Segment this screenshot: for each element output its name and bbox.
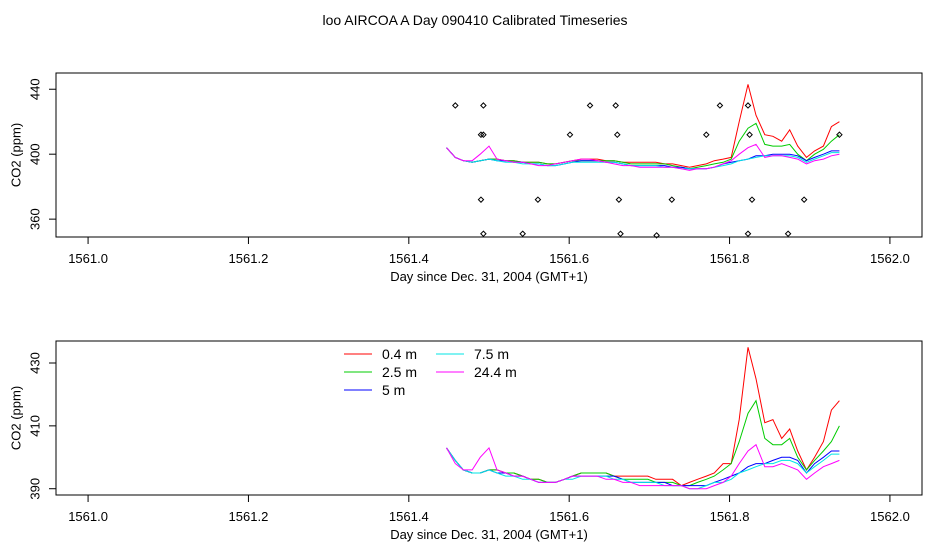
top-panel: 1561.0 1561.2 1561.4 1561.6 1561.8 1562.0 360 4… xyxy=(8,72,923,284)
series-line-24-4-m xyxy=(446,443,840,490)
data-point xyxy=(836,131,843,139)
legend-label-24-4-m: 24.4 m xyxy=(474,364,517,380)
data-point xyxy=(615,196,623,203)
series-line-2-5-m xyxy=(446,399,840,487)
x-tick-label: 1562.0 xyxy=(870,251,910,266)
x-axis-label: Day since Dec. 31, 2004 (GMT+1) xyxy=(390,269,588,284)
x-tick-label: 1561.4 xyxy=(389,251,429,266)
y-tick-label: 410 xyxy=(27,415,42,437)
y-axis-label: CO2 (ppm) xyxy=(8,123,23,187)
y-axis-label: CO2 (ppm) xyxy=(8,386,23,450)
data-point xyxy=(617,230,624,238)
plot-frame xyxy=(55,72,923,238)
data-point xyxy=(746,131,753,139)
bottom-panel: 1561.0 1561.2 1561.4 1561.6 1561.8 1562.0 390 4… xyxy=(8,340,923,542)
series-line-5-m xyxy=(446,447,840,487)
figure-title: loo AIRCOA A Day 090410 Calibrated Times… xyxy=(322,12,627,28)
data-point xyxy=(480,102,487,109)
data-point xyxy=(716,102,724,109)
data-point xyxy=(800,196,808,203)
data-point xyxy=(480,131,487,139)
y-tick-label: 440 xyxy=(27,78,42,100)
x-tick-label: 1561.0 xyxy=(68,251,108,266)
data-point xyxy=(519,230,526,238)
data-point xyxy=(744,230,752,238)
x-tick-label: 1561.6 xyxy=(549,251,589,266)
data-point xyxy=(452,102,459,109)
legend-label-0-4-m: 0.4 m xyxy=(382,346,417,362)
series-line-24-4-m xyxy=(446,143,840,171)
y-tick-label: 360 xyxy=(27,208,42,230)
series-line-2-5-m xyxy=(446,122,840,170)
data-point xyxy=(612,102,619,109)
legend-label-5-m: 5 m xyxy=(382,382,405,398)
series-line-7-5-m xyxy=(446,447,840,490)
data-point xyxy=(668,196,676,203)
legend-label-2-5-m: 2.5 m xyxy=(382,364,417,380)
legend: 0.4 m 2.5 m 5 m 7.5 m 24.4 m xyxy=(344,346,517,398)
legend-label-7-5-m: 7.5 m xyxy=(474,346,509,362)
x-tick-label: 1561.8 xyxy=(710,509,750,524)
data-point xyxy=(702,131,710,139)
y-tick-label: 400 xyxy=(27,143,42,165)
y-tick-label: 430 xyxy=(27,352,42,374)
plot-frame xyxy=(55,340,923,496)
series-line-0-4-m xyxy=(446,84,840,168)
data-point xyxy=(784,230,792,238)
data-point xyxy=(748,196,756,203)
data-point xyxy=(480,230,487,238)
x-tick-label: 1561.6 xyxy=(549,509,589,524)
data-point xyxy=(566,131,574,139)
data-point xyxy=(477,196,485,203)
x-tick-label: 1561.4 xyxy=(389,509,429,524)
x-axis-label: Day since Dec. 31, 2004 (GMT+1) xyxy=(390,527,588,542)
x-tick-label: 1562.0 xyxy=(870,509,910,524)
x-tick-label: 1561.2 xyxy=(229,251,269,266)
data-point xyxy=(653,232,660,239)
data-point xyxy=(477,131,485,139)
y-tick-label: 390 xyxy=(27,478,42,500)
x-tick-label: 1561.0 xyxy=(68,509,108,524)
x-tick-label: 1561.2 xyxy=(229,509,269,524)
x-tick-label: 1561.8 xyxy=(710,251,750,266)
data-point xyxy=(586,102,594,109)
series-line-7-5-m xyxy=(446,147,840,170)
data-point xyxy=(613,131,621,139)
data-point xyxy=(744,102,752,109)
data-point xyxy=(534,196,542,203)
